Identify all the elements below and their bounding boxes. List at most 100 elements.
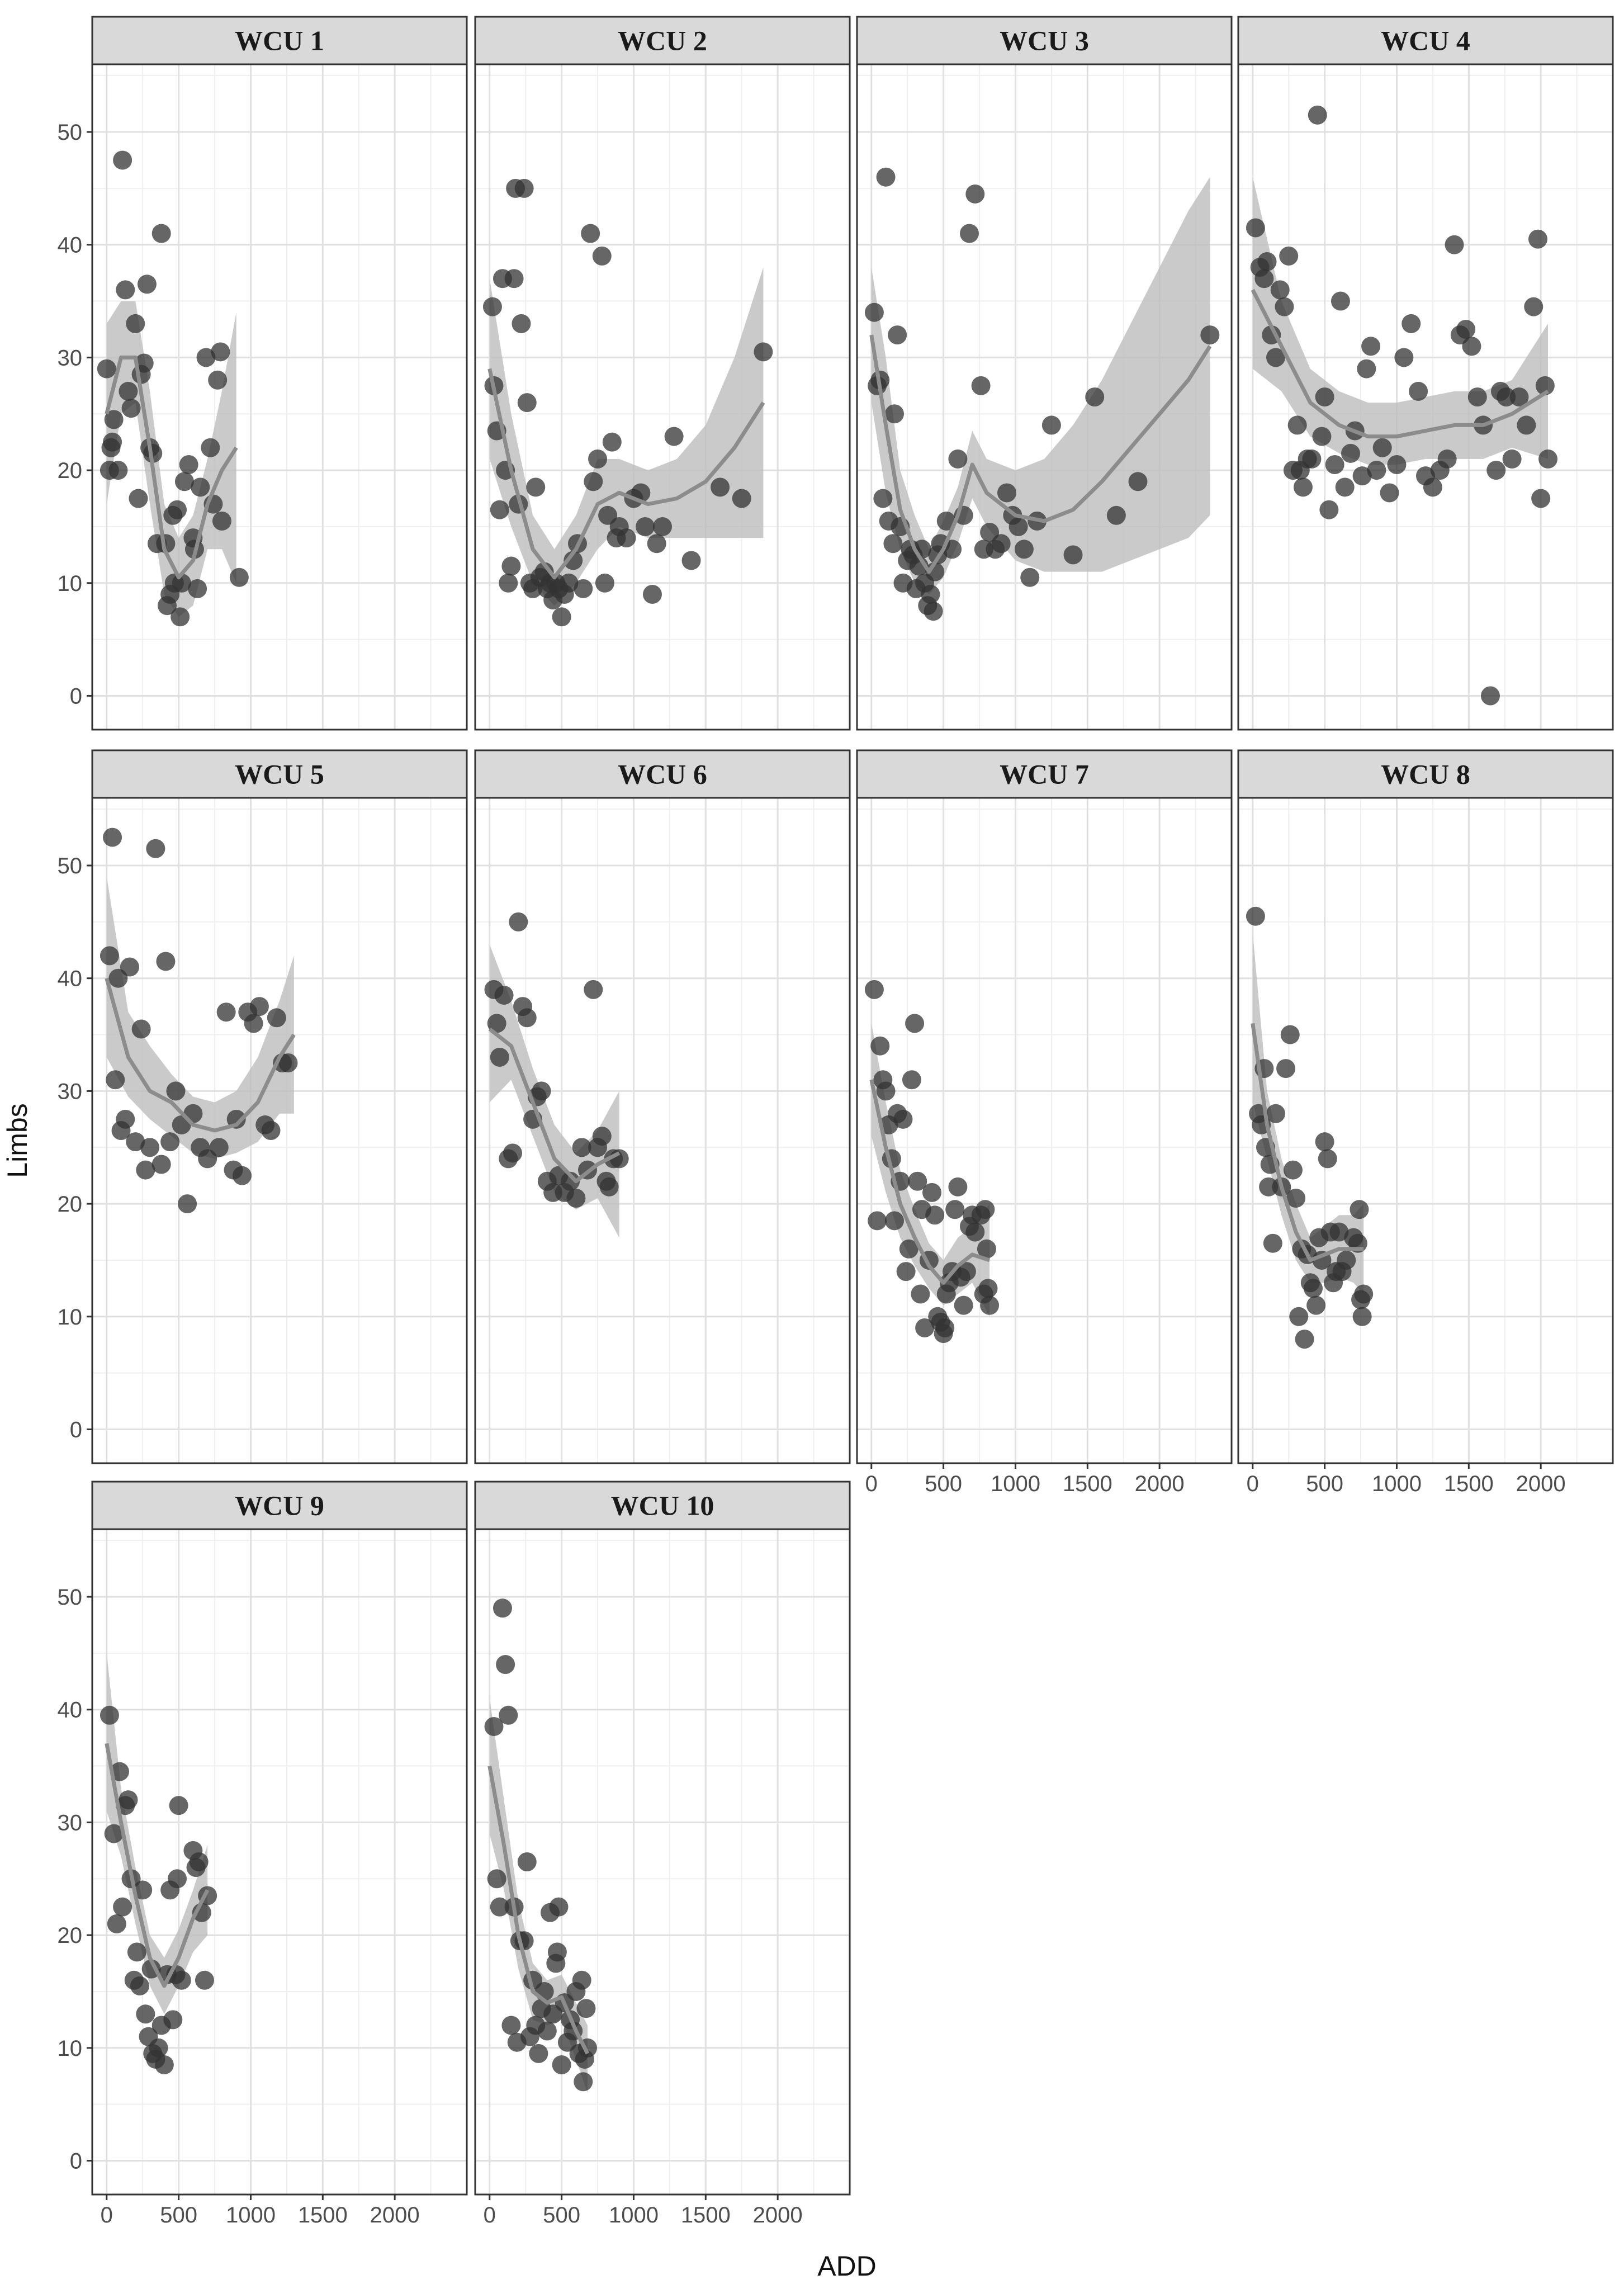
confidence-band <box>106 877 294 1159</box>
data-point <box>581 224 600 243</box>
data-point <box>1315 1132 1334 1152</box>
y-tick-label: 30 <box>58 346 83 370</box>
data-point <box>136 1160 155 1180</box>
x-tick-label: 2000 <box>1135 1472 1185 1496</box>
data-point <box>1312 427 1332 446</box>
x-axis-title: ADD <box>817 2250 877 2282</box>
data-point <box>870 1036 890 1056</box>
data-point <box>501 2016 521 2035</box>
x-tick-label: 1000 <box>1372 1472 1422 1496</box>
data-point <box>1304 1279 1323 1298</box>
data-point <box>517 1008 537 1028</box>
data-point <box>592 246 612 266</box>
panel-border <box>91 63 468 731</box>
data-point <box>1380 483 1399 503</box>
data-point <box>873 489 893 508</box>
panel-border <box>856 63 1233 731</box>
data-point <box>487 1014 506 1033</box>
data-point <box>1387 455 1407 475</box>
data-point <box>997 483 1016 503</box>
smooth-line <box>1251 1023 1364 1262</box>
panel-border <box>91 797 468 1464</box>
data-point <box>127 1942 146 1962</box>
x-tick-label: 1500 <box>1444 1472 1494 1496</box>
data-point <box>140 1138 160 1157</box>
x-tick-label: 1000 <box>226 2203 276 2227</box>
data-point <box>1437 449 1457 469</box>
data-point <box>526 477 546 497</box>
y-tick-label: 50 <box>58 1585 83 1610</box>
data-point <box>108 461 128 480</box>
x-tick-label: 0 <box>484 2203 496 2227</box>
data-point <box>1352 466 1372 486</box>
data-point <box>1352 1307 1372 1326</box>
data-point <box>1302 449 1322 469</box>
facet-strip <box>474 16 851 65</box>
data-point <box>1325 455 1344 475</box>
facet-strip <box>91 1481 468 1530</box>
data-point <box>482 297 502 316</box>
data-point <box>1009 517 1028 536</box>
data-point <box>1286 1189 1306 1208</box>
data-point <box>512 314 531 333</box>
data-point <box>653 517 672 536</box>
data-point <box>971 376 991 395</box>
data-point <box>229 567 249 587</box>
data-point <box>504 269 524 289</box>
data-point <box>915 1318 935 1337</box>
data-point <box>1287 415 1307 435</box>
data-point <box>226 1109 246 1129</box>
data-point <box>1270 280 1290 300</box>
data-point <box>532 1081 551 1101</box>
data-point <box>134 353 154 373</box>
data-point <box>954 1295 973 1315</box>
smooth-line <box>105 1743 210 1988</box>
data-point <box>496 1655 515 1675</box>
data-point <box>131 1019 151 1039</box>
data-point <box>119 381 138 401</box>
y-tick-label: 20 <box>58 1923 83 1948</box>
data-point <box>503 1143 522 1163</box>
data-point <box>1423 477 1442 497</box>
panel-border <box>474 63 851 731</box>
facet-strip-label: WCU 6 <box>618 759 707 790</box>
data-point <box>233 1166 252 1185</box>
data-point <box>1014 540 1034 559</box>
data-point <box>595 573 614 593</box>
data-point <box>574 579 593 598</box>
data-point <box>97 359 116 379</box>
data-point <box>980 1295 1000 1315</box>
data-point <box>126 1132 145 1152</box>
facet-strip <box>1237 16 1614 65</box>
data-point <box>1128 472 1148 491</box>
data-point <box>902 1070 921 1090</box>
data-point <box>893 1109 913 1129</box>
data-point <box>1200 325 1220 345</box>
data-point <box>1266 1104 1285 1123</box>
data-point <box>885 404 904 424</box>
data-point <box>1254 269 1274 289</box>
data-point <box>490 1897 509 1917</box>
x-tick-label: 1500 <box>298 2203 348 2227</box>
data-point <box>1263 1233 1282 1253</box>
data-point <box>1480 686 1500 706</box>
data-point <box>493 1598 512 1618</box>
data-point <box>211 342 230 362</box>
y-tick-label: 20 <box>58 1192 83 1217</box>
y-axis-title: Limbs <box>2 1103 33 1177</box>
facet-panel: WCU 4 <box>1237 16 1614 731</box>
data-point <box>588 449 608 469</box>
facet-strip <box>474 1481 851 1530</box>
data-point <box>1280 1025 1300 1044</box>
panel-border <box>1237 797 1614 1464</box>
data-point <box>209 1138 229 1157</box>
facet-panel: WCU 6 <box>474 749 851 1464</box>
data-point <box>116 1109 135 1129</box>
data-point <box>188 579 207 598</box>
data-point <box>1357 359 1376 379</box>
data-point <box>1085 387 1105 406</box>
data-point <box>514 178 534 198</box>
data-point <box>1319 500 1339 519</box>
data-point <box>1063 545 1083 565</box>
